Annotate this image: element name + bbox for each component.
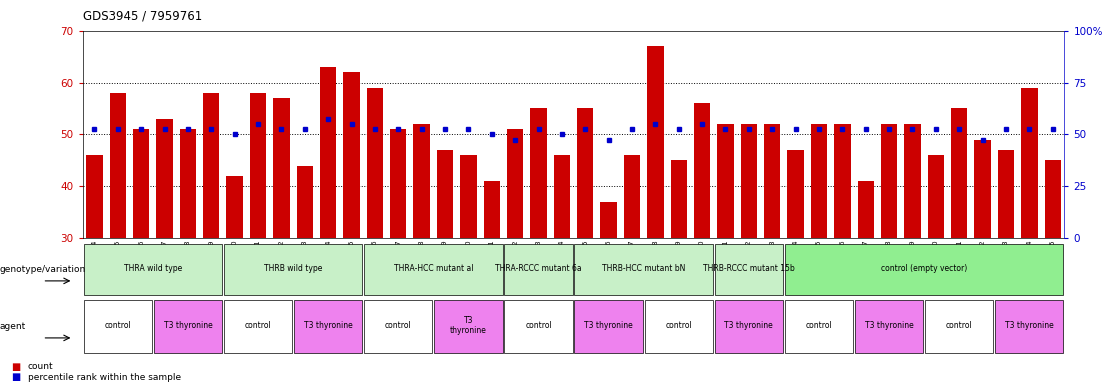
Bar [834,124,850,238]
Bar [715,244,783,295]
Bar [203,93,219,238]
Text: THRB-HCC mutant bN: THRB-HCC mutant bN [602,264,685,273]
Bar [717,124,733,238]
Bar [84,300,152,353]
Bar [671,160,687,238]
Bar [224,244,362,295]
Bar [1045,160,1061,238]
Text: control: control [525,321,552,330]
Bar [694,103,710,238]
Bar [153,300,222,353]
Bar [86,155,103,238]
Text: T3 thyronine: T3 thyronine [1005,321,1053,330]
Bar [577,108,593,238]
Text: count: count [28,362,53,371]
Bar [1021,88,1038,238]
Text: T3
thyronine: T3 thyronine [450,316,486,335]
Bar [951,108,967,238]
Bar [998,150,1014,238]
Bar [180,129,196,238]
Text: T3 thyronine: T3 thyronine [585,321,633,330]
Bar [504,300,572,353]
Bar [857,181,874,238]
Text: T3 thyronine: T3 thyronine [865,321,913,330]
Bar [925,300,994,353]
Bar [364,300,432,353]
Bar [297,166,313,238]
Bar [785,244,1063,295]
Text: agent: agent [0,322,26,331]
Bar [320,67,336,238]
Bar [460,155,476,238]
Bar [414,124,430,238]
Text: control: control [665,321,692,330]
Bar [715,300,783,353]
Text: control: control [105,321,131,330]
Bar [84,244,222,295]
Bar [390,129,406,238]
Bar [343,72,360,238]
Bar [811,124,827,238]
Bar [435,300,503,353]
Bar [226,176,243,238]
Text: genotype/variation: genotype/variation [0,265,86,274]
Text: control: control [245,321,271,330]
Bar [483,181,500,238]
Bar [575,244,713,295]
Text: control: control [805,321,833,330]
Text: THRB wild type: THRB wild type [264,264,322,273]
Bar [507,129,523,238]
Bar [974,139,990,238]
Text: ■: ■ [11,362,20,372]
Bar [366,88,383,238]
Bar [995,300,1063,353]
Bar [741,124,757,238]
Text: T3 thyronine: T3 thyronine [725,321,773,330]
Bar [904,124,921,238]
Bar [295,300,362,353]
Text: percentile rank within the sample: percentile rank within the sample [28,372,181,382]
Bar [647,46,664,238]
Bar [364,244,503,295]
Bar [881,124,897,238]
Text: ■: ■ [11,372,20,382]
Bar [928,155,944,238]
Bar [250,93,266,238]
Text: GDS3945 / 7959761: GDS3945 / 7959761 [83,10,202,23]
Text: control (empty vector): control (empty vector) [881,264,967,273]
Bar [575,300,643,353]
Text: THRA-RCCC mutant 6a: THRA-RCCC mutant 6a [495,264,581,273]
Bar [785,300,853,353]
Text: control: control [946,321,973,330]
Bar [109,93,126,238]
Bar [644,300,713,353]
Bar [157,119,173,238]
Bar [504,244,572,295]
Bar [554,155,570,238]
Text: THRB-RCCC mutant 15b: THRB-RCCC mutant 15b [703,264,795,273]
Text: T3 thyronine: T3 thyronine [163,321,212,330]
Bar [224,300,292,353]
Text: control: control [385,321,411,330]
Bar [133,129,149,238]
Bar [624,155,640,238]
Bar [274,98,290,238]
Text: THRA wild type: THRA wild type [124,264,182,273]
Text: T3 thyronine: T3 thyronine [303,321,353,330]
Bar [600,202,617,238]
Bar [531,108,547,238]
Text: THRA-HCC mutant al: THRA-HCC mutant al [394,264,473,273]
Bar [437,150,453,238]
Bar [764,124,781,238]
Bar [788,150,804,238]
Bar [855,300,923,353]
